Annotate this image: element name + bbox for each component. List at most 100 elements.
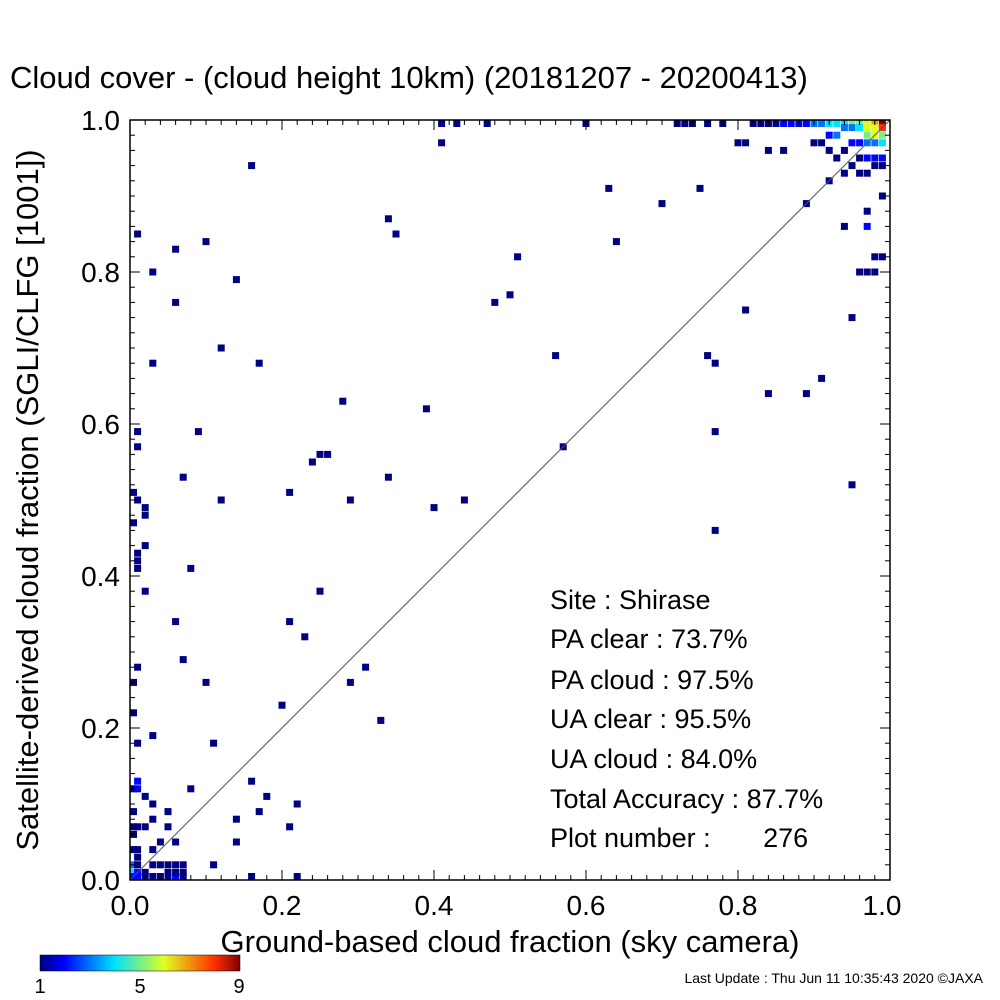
heatmap-cell	[856, 154, 864, 162]
heatmap-cell	[134, 853, 142, 861]
heatmap-cell	[156, 861, 164, 869]
heatmap-cell	[324, 450, 332, 458]
heatmap-cell	[422, 405, 430, 413]
heatmap-cell	[848, 162, 856, 170]
heatmap-cell	[278, 701, 286, 709]
heatmap-cell	[130, 823, 137, 831]
heatmap-cell	[430, 504, 438, 512]
heatmap-cell	[863, 124, 871, 132]
heatmap-cell	[612, 238, 620, 246]
heatmap-cell	[316, 450, 324, 458]
heatmap-cell	[156, 838, 164, 846]
heatmap-cell	[848, 481, 856, 489]
heatmap-cell	[605, 184, 613, 192]
heatmap-cell	[825, 146, 833, 154]
stat-ua-cloud: UA cloud : 84.0%	[550, 744, 757, 774]
heatmap-cell	[863, 131, 871, 139]
heatmap-cell	[863, 154, 871, 162]
heatmap-cell	[384, 473, 392, 481]
heatmap-cell	[696, 184, 704, 192]
x-tick-label-2: 0.4	[415, 890, 454, 921]
heatmap-cell	[818, 139, 826, 147]
heatmap-cell	[149, 732, 157, 740]
heatmap-cell	[130, 488, 137, 496]
heatmap-cell	[438, 139, 446, 147]
heatmap-cell	[293, 800, 301, 808]
heatmap-cell	[764, 146, 772, 154]
heatmap-cell	[810, 139, 818, 147]
heatmap-cell	[149, 800, 157, 808]
heatmap-cell	[818, 120, 826, 127]
heatmap-cell	[863, 169, 871, 177]
y-tick-label-3: 0.6	[81, 409, 120, 440]
heatmap-cell	[658, 200, 666, 208]
heatmap-cell	[514, 253, 522, 261]
heatmap-cell	[134, 496, 142, 504]
heatmap-cell	[460, 496, 468, 504]
heatmap-cell	[172, 861, 180, 869]
heatmap-cell	[787, 120, 795, 127]
heatmap-cell	[141, 587, 149, 595]
heatmap-cell	[179, 861, 187, 869]
heatmap-cell	[780, 146, 788, 154]
heatmap-cell	[825, 131, 833, 139]
stats-box: Site : Shirase PA clear : 73.7% PA cloud…	[550, 585, 823, 853]
heatmap-cell	[187, 785, 195, 793]
heatmap-cell	[506, 291, 514, 299]
heatmap-cell	[711, 526, 719, 534]
heatmap-cell	[217, 344, 225, 352]
axis-ticks	[129, 119, 891, 881]
heatmap-cell	[232, 276, 240, 284]
heatmap-cell	[172, 245, 180, 253]
heatmap-cell	[164, 861, 172, 869]
heatmap-cell	[217, 496, 225, 504]
heatmap-cell	[704, 352, 712, 360]
heatmap-cell	[878, 139, 886, 147]
heatmap-cell	[134, 428, 142, 436]
heatmap-cell	[134, 443, 142, 451]
heatmap-cell	[141, 868, 149, 876]
heatmap-cell	[172, 838, 180, 846]
heatmap-cell	[134, 861, 142, 869]
y-tick-label-1: 0.2	[81, 713, 120, 744]
y-tick-label-5: 1.0	[81, 105, 120, 136]
heatmap-cell	[172, 868, 180, 876]
heatmap-cell	[179, 656, 187, 664]
heatmap-cell	[301, 633, 309, 641]
heatmap-cell	[149, 268, 157, 276]
heatmap-cell	[833, 131, 841, 139]
heatmap-cell	[286, 823, 294, 831]
heatmap-cell	[130, 868, 137, 876]
heatmap-cell	[141, 504, 149, 512]
heatmap-cell	[840, 222, 848, 230]
heatmap-cell	[210, 861, 218, 869]
heatmap-cell	[130, 808, 137, 816]
x-axis-label: Ground-based cloud fraction (sky camera)	[221, 924, 800, 959]
one-to-one-line	[129, 119, 891, 881]
y-tick-label-4: 0.8	[81, 257, 120, 288]
heatmap-cell	[141, 823, 149, 831]
heatmap-cell	[149, 815, 157, 823]
x-tick-label-1: 0.2	[263, 890, 302, 921]
heatmap-cell	[232, 838, 240, 846]
heatmap-cell	[863, 222, 871, 230]
x-tick-label-0: 0.0	[111, 890, 150, 921]
heatmap-cell	[742, 306, 750, 314]
heatmap-cell	[491, 298, 499, 306]
heatmap-cell	[848, 139, 856, 147]
heatmap-cell	[134, 663, 142, 671]
heatmap-cell	[141, 511, 149, 519]
heatmap-cell	[833, 120, 841, 127]
heatmap-cell	[130, 519, 137, 527]
heatmap-cell	[263, 792, 271, 800]
heatmap-cell	[871, 162, 879, 170]
heatmap-cell	[856, 169, 864, 177]
colorbar	[39, 954, 241, 972]
heatmap-cell	[172, 618, 180, 626]
heatmap-cell	[362, 663, 370, 671]
heatmap-cell	[878, 253, 886, 261]
colorbar-label-mid: 5	[134, 976, 145, 998]
heatmap-cell	[202, 678, 210, 686]
heatmap-cell	[734, 139, 742, 147]
heatmap-cell	[179, 868, 187, 876]
